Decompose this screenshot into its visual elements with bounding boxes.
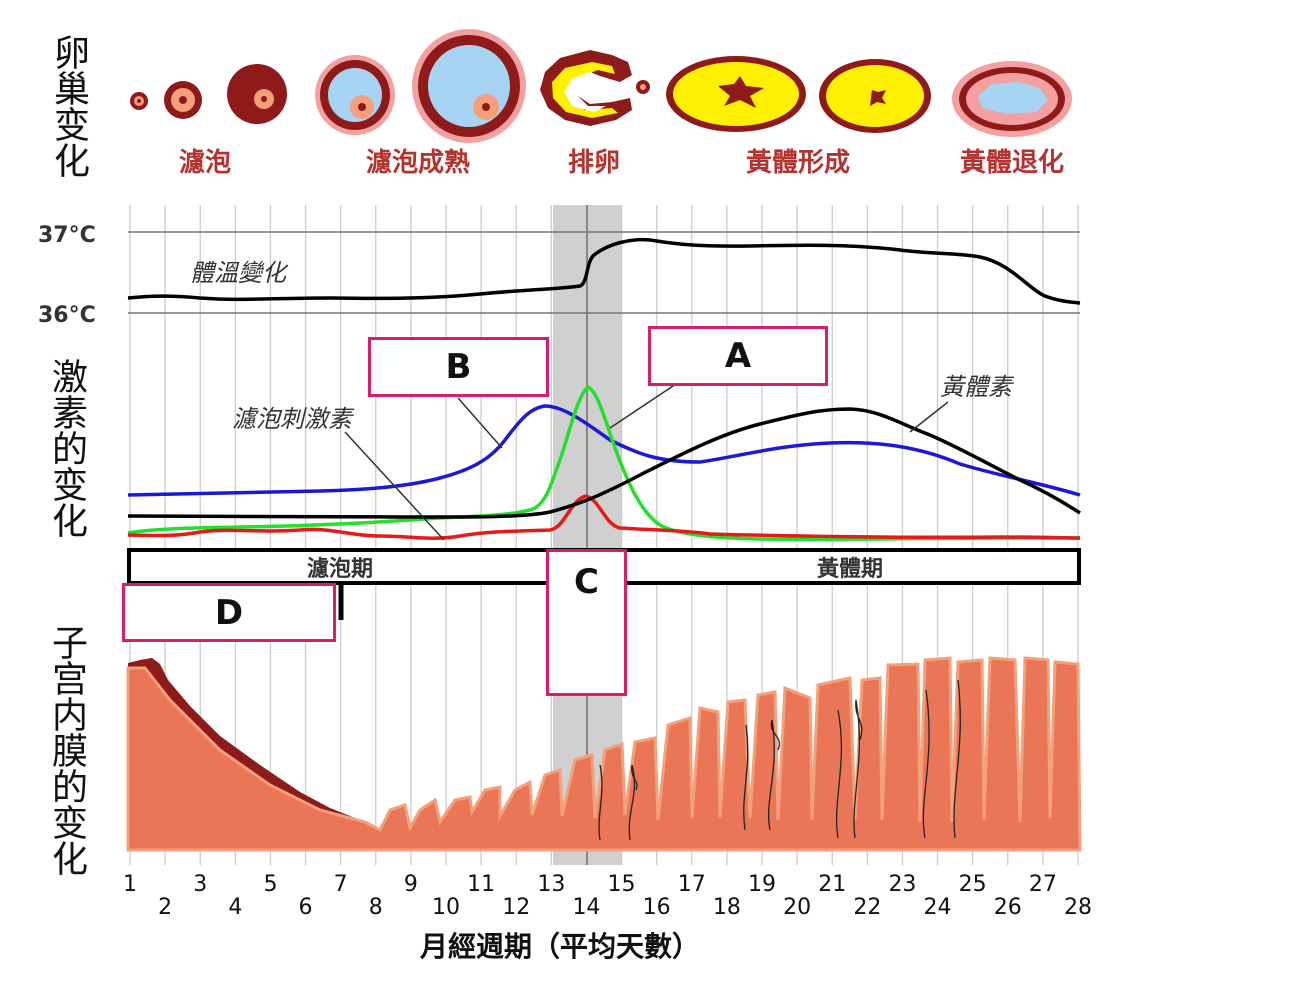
day-tick-label: 23: [888, 872, 916, 897]
endometrium-changes-label: 子宫内膜的变化: [46, 624, 87, 876]
follicular-phase-label: 濾泡期: [307, 556, 373, 582]
body-temperature-curve: [127, 237, 1081, 305]
label-a-leader-line: [609, 383, 677, 429]
day-tick-label: 24: [924, 895, 952, 920]
stage-label-corpus-luteum-regression: 黃體退化: [959, 148, 1065, 178]
day-tick-label: 4: [228, 895, 242, 920]
day-tick-labels: 1234567891011121314151617181920212223242…: [123, 872, 1092, 920]
day-tick-label: 19: [748, 872, 776, 897]
hormone-changes-label: 激素的变化: [46, 358, 87, 538]
lh-curve: [127, 384, 1080, 542]
temperature-curve-label: 體溫變化: [190, 259, 289, 287]
progesterone-curve: [127, 407, 1081, 519]
day-tick-label: 25: [959, 872, 987, 897]
day-tick-label: 12: [502, 895, 530, 920]
day-tick-label: 22: [853, 895, 881, 920]
day-tick-label: 27: [1029, 872, 1057, 897]
label-b-leader-line: [457, 397, 503, 449]
progesterone-leader-line: [909, 401, 949, 433]
stage-label-follicle-mature: 濾泡成熟: [365, 148, 471, 178]
answer-box-d: D: [122, 583, 336, 642]
stage-label-ovulation: 排卵: [567, 148, 621, 178]
day-tick-label: 28: [1064, 895, 1092, 920]
day-tick-label: 13: [537, 872, 565, 897]
day-tick-label: 1: [123, 872, 137, 897]
ovary-illustrations: [130, 29, 1072, 143]
day-tick-label: 6: [299, 895, 313, 920]
day-tick-label: 15: [608, 872, 636, 897]
ovary-changes-label: 卵巢变化: [48, 34, 89, 178]
day-tick-label: 10: [432, 895, 460, 920]
estrogen-curve: [127, 494, 1081, 540]
day-tick-label: 5: [263, 872, 277, 897]
stage-label-corpus-luteum-forming: 黃體形成: [745, 148, 851, 178]
day-tick-label: 9: [404, 872, 418, 897]
fsh-label: 濾泡刺激素: [232, 405, 355, 433]
temp-36-label: 36°C: [38, 303, 96, 328]
day-tick-label: 21: [818, 872, 846, 897]
endometrium-blood-vessels: [598, 679, 961, 841]
x-axis-title: 月經週期（平均天數）: [420, 930, 701, 963]
day-tick-label: 3: [193, 872, 207, 897]
day-tick-label: 14: [572, 895, 600, 920]
stage-label-follicle: 濾泡: [178, 148, 232, 178]
luteal-phase-label: 黃體期: [817, 556, 883, 582]
temp-37-label: 37°C: [38, 223, 96, 248]
fsh-curve: [127, 404, 1081, 497]
day-tick-label: 11: [467, 872, 495, 897]
answer-box-c: C: [546, 549, 627, 696]
day-tick-label: 18: [713, 895, 741, 920]
answer-box-b: B: [368, 337, 549, 397]
progesterone-label: 黃體素: [940, 373, 1015, 401]
day-tick-label: 26: [994, 895, 1022, 920]
day-tick-label: 8: [369, 895, 383, 920]
answer-box-a: A: [648, 326, 828, 386]
day-tick-label: 17: [678, 872, 706, 897]
endometrium-lining: [126, 656, 1082, 852]
day-tick-label: 16: [643, 895, 671, 920]
day-tick-label: 2: [158, 895, 172, 920]
day-tick-label: 7: [334, 872, 348, 897]
day-tick-label: 20: [783, 895, 811, 920]
fsh-leader-line: [344, 431, 445, 541]
